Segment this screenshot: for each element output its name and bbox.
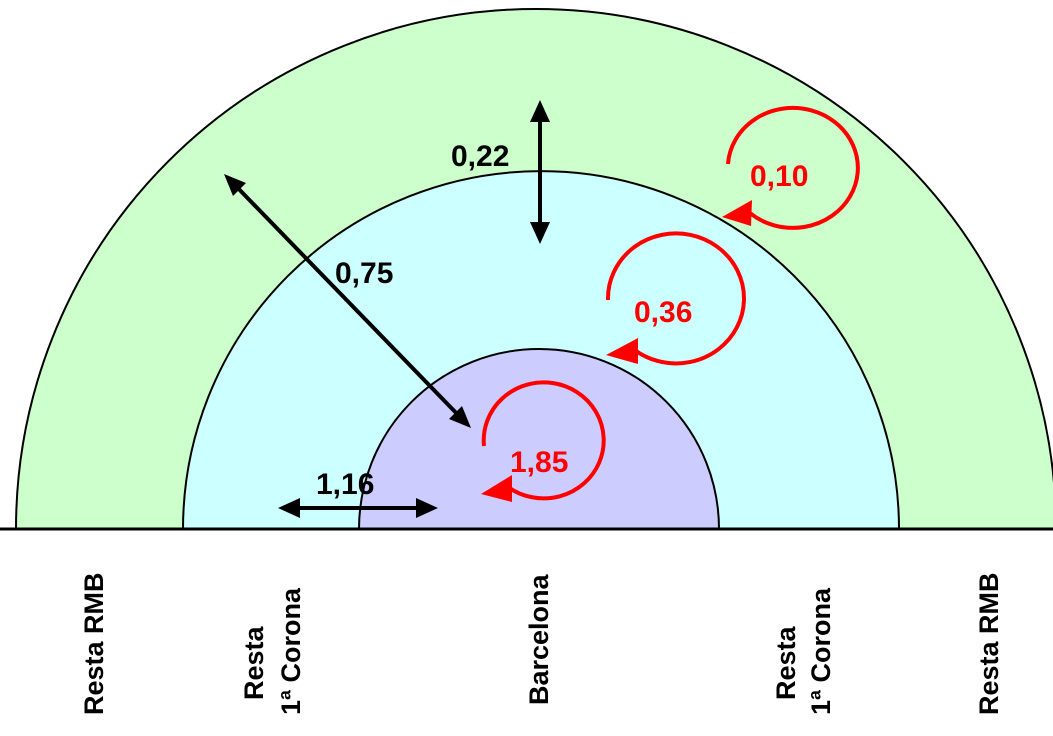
zone-label-right-outer: Resta RMB	[974, 572, 1004, 715]
circular-arrow-icon	[481, 380, 606, 502]
zone-label-left-middle-line1: Resta	[239, 625, 269, 700]
zone-label-left-outer: Resta RMB	[79, 572, 109, 715]
zone-label-center: Barcelona	[524, 573, 554, 705]
zone-label-right-middle-line1: Resta	[771, 625, 801, 700]
zone-label-left-middle-line2: 1ª Corona	[276, 587, 306, 715]
double-arrow-icon	[224, 174, 471, 428]
flow-label-core-middle: 1,16	[316, 468, 374, 501]
inner-core-barcelona	[357, 348, 721, 530]
circular-arrow-icon	[605, 231, 746, 366]
flow-label-core-internal: 1,85	[510, 446, 568, 479]
double-arrow-icon	[530, 100, 550, 244]
zone-label-right-middle-line2: 1ª Corona	[806, 587, 836, 715]
flow-label-middle-internal: 0,36	[634, 296, 692, 329]
double-arrow-icon	[278, 498, 438, 518]
flow-label-middle-outer: 0,22	[451, 140, 509, 173]
circular-arrow-icon	[722, 105, 860, 230]
flow-label-core-outer: 0,75	[335, 257, 393, 290]
flow-label-outer-internal: 0,10	[750, 160, 808, 193]
